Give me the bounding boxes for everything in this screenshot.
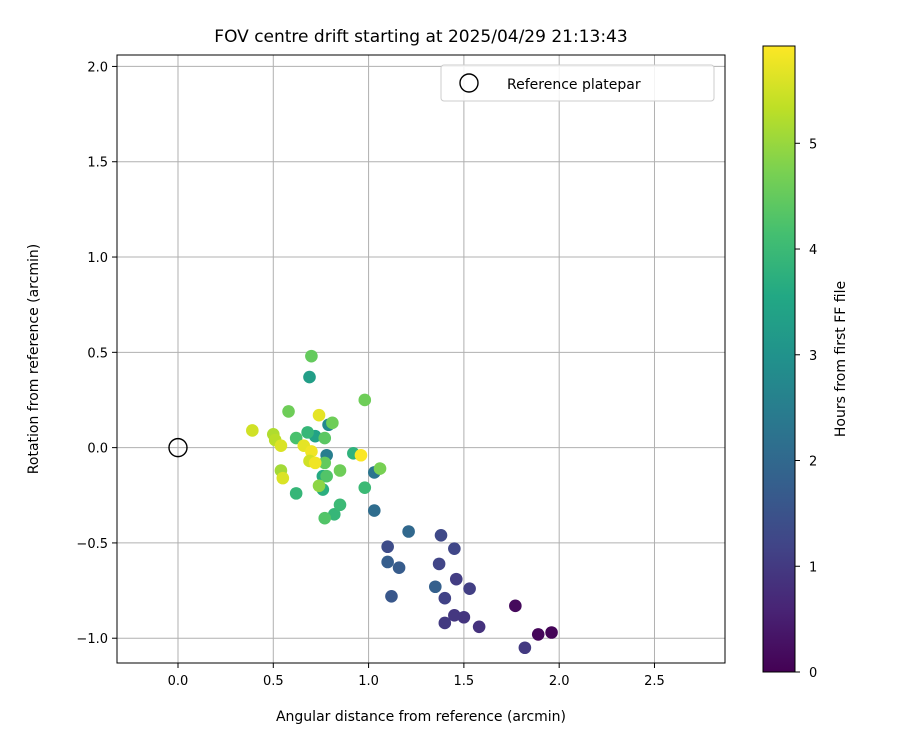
y-tick-label: 0.5 — [87, 346, 108, 361]
data-point — [463, 582, 476, 595]
data-point — [276, 471, 290, 485]
data-point — [312, 479, 326, 493]
x-tick-label: 1.5 — [454, 674, 475, 689]
data-point — [333, 464, 347, 477]
colorbar-ticks: 0 1 2 3 4 5 — [795, 137, 817, 681]
y-tick-label: 1.0 — [87, 251, 108, 266]
data-point — [320, 469, 333, 483]
data-point — [472, 620, 486, 634]
x-axis-ticks: 0.0 0.5 1.0 1.5 2.0 2.5 — [168, 663, 665, 689]
colorbar: 0 1 2 3 4 5 Hours from first FF file — [762, 45, 849, 681]
data-point — [448, 542, 461, 555]
data-point — [274, 439, 288, 453]
data-point — [305, 445, 318, 458]
data-point — [327, 508, 341, 521]
data-point — [308, 456, 322, 470]
colorbar-tick-label: 3 — [809, 349, 817, 364]
colorbar-gradient — [762, 45, 796, 673]
data-point — [381, 540, 394, 554]
data-point — [358, 393, 372, 407]
legend-label: Reference platepar — [507, 77, 641, 93]
colorbar-label: Hours from first FF file — [833, 281, 849, 437]
data-point — [438, 591, 452, 605]
colorbar-tick-label: 5 — [809, 137, 817, 152]
data-point — [434, 529, 448, 542]
x-tick-label: 0.0 — [168, 674, 189, 689]
data-point — [432, 557, 446, 571]
x-tick-label: 2.0 — [549, 674, 570, 689]
data-point — [246, 424, 259, 437]
data-point — [392, 561, 406, 575]
data-point — [518, 641, 532, 655]
grid-lines — [117, 55, 725, 663]
data-point — [289, 487, 303, 500]
y-tick-label: 1.5 — [87, 156, 108, 171]
x-tick-label: 2.5 — [644, 674, 665, 689]
data-point — [428, 580, 442, 594]
y-axis-label: Rotation from reference (arcmin) — [26, 244, 42, 474]
data-point — [312, 408, 326, 422]
y-axis-ticks: −1.0 −0.5 0.0 0.5 1.0 1.5 2.0 — [76, 60, 117, 647]
plot-frame — [116, 54, 726, 664]
x-tick-label: 0.5 — [263, 674, 284, 689]
data-point — [326, 416, 339, 430]
data-point — [545, 626, 558, 639]
data-point — [448, 609, 461, 622]
colorbar-tick-label: 2 — [809, 455, 817, 470]
scatter-points — [246, 349, 558, 655]
data-point — [282, 405, 295, 418]
data-point — [289, 431, 303, 445]
data-point — [301, 426, 314, 439]
data-point — [509, 599, 522, 613]
data-point — [373, 462, 387, 475]
data-point — [305, 349, 318, 363]
legend-box — [440, 64, 715, 102]
data-point — [449, 572, 463, 586]
y-tick-label: 0.0 — [87, 442, 108, 457]
data-point — [354, 448, 368, 462]
data-point — [385, 589, 398, 603]
data-point — [303, 370, 316, 384]
data-point — [318, 511, 332, 525]
y-tick-label: 2.0 — [87, 60, 108, 75]
colorbar-tick-label: 0 — [809, 666, 817, 681]
chart-title: FOV centre drift starting at 2025/04/29 … — [214, 27, 627, 47]
x-axis-label: Angular distance from reference (arcmin) — [276, 709, 566, 725]
data-point — [368, 504, 381, 517]
x-tick-label: 1.0 — [358, 674, 379, 689]
data-point — [333, 498, 347, 512]
y-tick-label: −0.5 — [76, 537, 108, 552]
data-point — [531, 628, 545, 641]
colorbar-tick-label: 1 — [809, 560, 817, 575]
data-point — [358, 481, 372, 494]
y-tick-label: −1.0 — [76, 632, 108, 647]
reference-platepar-marker — [168, 437, 188, 458]
data-point — [402, 525, 415, 538]
colorbar-tick-label: 4 — [809, 243, 817, 258]
data-point — [438, 616, 452, 630]
data-point — [318, 431, 332, 445]
data-point — [381, 555, 394, 569]
legend: Reference platepar — [440, 64, 715, 102]
data-point — [318, 456, 332, 470]
data-point — [457, 610, 471, 624]
legend-marker-icon — [459, 73, 479, 93]
